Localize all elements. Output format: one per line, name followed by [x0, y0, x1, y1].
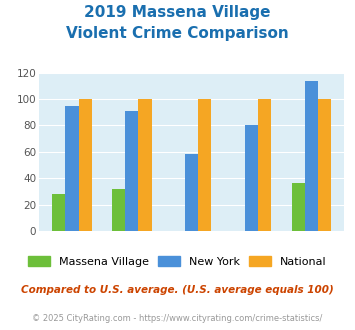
Bar [245, 125, 258, 231]
Bar [78, 99, 92, 231]
Bar [112, 189, 125, 231]
Bar [65, 106, 78, 231]
Bar [318, 99, 331, 231]
Bar [198, 99, 212, 231]
Text: Compared to U.S. average. (U.S. average equals 100): Compared to U.S. average. (U.S. average … [21, 285, 334, 295]
Bar [138, 99, 152, 231]
Text: © 2025 CityRating.com - https://www.cityrating.com/crime-statistics/: © 2025 CityRating.com - https://www.city… [32, 314, 323, 323]
Bar [125, 111, 138, 231]
Bar [292, 183, 305, 231]
Bar [52, 194, 65, 231]
Legend: Massena Village, New York, National: Massena Village, New York, National [24, 251, 331, 271]
Bar [185, 154, 198, 231]
Text: Violent Crime Comparison: Violent Crime Comparison [66, 26, 289, 41]
Bar [305, 81, 318, 231]
Bar [258, 99, 271, 231]
Text: 2019 Massena Village: 2019 Massena Village [84, 5, 271, 20]
